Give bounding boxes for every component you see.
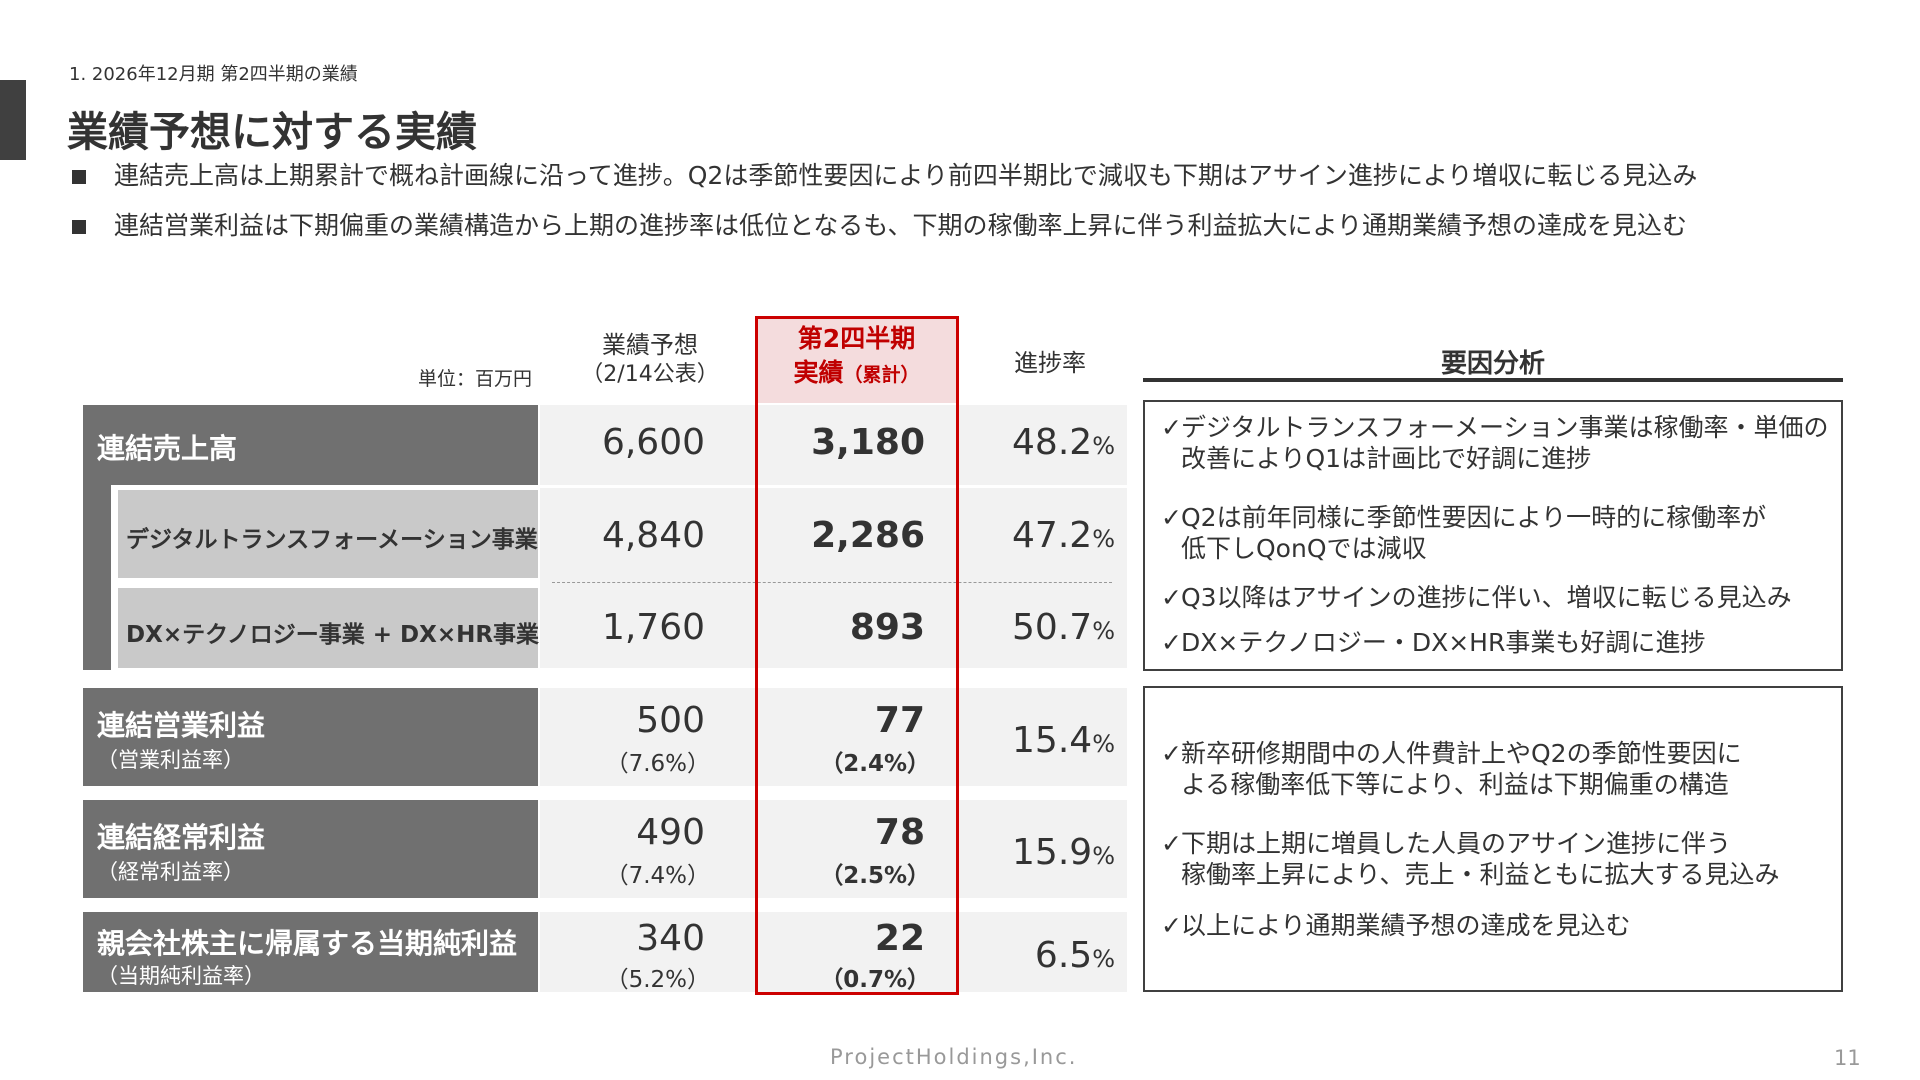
row-label-ordinary-profit: 連結経常利益 （経常利益率） — [83, 800, 538, 898]
forecast-margin: （7.4%） — [605, 863, 710, 889]
footer-company-name: ProjectHoldings,Inc. — [830, 1045, 1078, 1069]
actual-value: 77 — [874, 700, 925, 741]
revenue-analysis-box: ✓デジタルトランスフォーメーション事業は稼働率・単価の 改善によりQ1は計画比で… — [1143, 400, 1843, 671]
analysis-title-underline — [1143, 378, 1843, 382]
row-divider — [552, 582, 1112, 583]
page-number: 11 — [1834, 1046, 1861, 1070]
check-icon: ✓ — [1161, 739, 1182, 768]
actual-value: 893 — [849, 607, 925, 648]
bullet-item: 連結売上高は上期累計で概ね計画線に沿って進捗。Q2は季節性要因により前四半期比で… — [69, 160, 1869, 210]
actual-margin: （0.7%） — [820, 967, 930, 993]
col-header-forecast: 業績予想 （2/14公表） — [581, 331, 719, 387]
progress-rate: 47.2% — [1012, 515, 1115, 556]
forecast-value: 4,840 — [601, 515, 705, 556]
progress-rate: 15.4% — [1012, 720, 1115, 761]
check-icon: ✓ — [1161, 413, 1182, 442]
actual-value: 3,180 — [811, 422, 925, 463]
row-background — [540, 405, 1127, 485]
row-background — [540, 912, 1127, 992]
unit-label: 単位：百万円 — [417, 368, 532, 390]
row-background — [540, 488, 1127, 668]
square-bullet-icon — [72, 170, 86, 184]
analysis-title: 要因分析 — [1440, 349, 1545, 379]
row-label-revenue: 連結売上高 — [83, 405, 538, 485]
check-icon: ✓ — [1161, 628, 1182, 657]
bullet-item: 連結営業利益は下期偏重の業績構造から上期の進捗率は低位となるも、下期の稼働率上昇… — [69, 210, 1869, 260]
title-accent-bar — [0, 80, 26, 160]
forecast-value: 500 — [636, 700, 705, 741]
col-header-actual: 第2四半期 実績（累計） — [793, 324, 920, 387]
check-icon: ✓ — [1161, 583, 1182, 612]
progress-rate: 48.2% — [1012, 422, 1115, 463]
progress-rate: 50.7% — [1012, 607, 1115, 648]
actual-margin: （2.5%） — [820, 863, 930, 889]
row-background — [540, 800, 1127, 898]
analysis-point: ✓Q3以降はアサインの進捗に伴い、増収に転じる見込み — [1161, 583, 1792, 612]
row-label-net-income: 親会社株主に帰属する当期純利益 （当期純利益率） — [83, 912, 538, 992]
row-label-tech-hr-business: DX×テクノロジー事業 + DX×HR事業 — [118, 588, 539, 668]
analysis-point: ✓以上により通期業績予想の達成を見込む — [1161, 911, 1631, 940]
check-icon: ✓ — [1161, 829, 1182, 858]
row-label-operating-profit: 連結営業利益 （営業利益率） — [83, 688, 538, 786]
forecast-value: 490 — [636, 812, 705, 853]
row-label-dx-business: デジタルトランスフォーメーション事業 — [118, 490, 538, 578]
forecast-value: 6,600 — [601, 422, 705, 463]
analysis-point: ✓Q2は前年同様に季節性要因により一時的に稼働率が 低下しQonQでは減収 — [1161, 503, 1767, 563]
col-header-progress: 進捗率 — [1014, 349, 1086, 377]
profit-analysis-box: ✓新卒研修期間中の人件費計上やQ2の季節性要因に よる稼働率低下等により、利益は… — [1143, 686, 1843, 992]
actual-value: 2,286 — [811, 515, 925, 556]
analysis-point: ✓下期は上期に増員した人員のアサイン進捗に伴う 稼働率上昇により、売上・利益とも… — [1161, 829, 1780, 889]
forecast-margin: （7.6%） — [605, 751, 710, 777]
square-bullet-icon — [72, 220, 86, 234]
actual-value: 22 — [874, 918, 925, 959]
forecast-value: 1,760 — [601, 607, 705, 648]
summary-bullets: 連結売上高は上期累計で概ね計画線に沿って進捗。Q2は季節性要因により前四半期比で… — [69, 160, 1869, 260]
progress-rate: 6.5% — [1034, 935, 1115, 976]
check-icon: ✓ — [1161, 503, 1182, 532]
actual-header-background — [756, 317, 957, 403]
analysis-point: ✓デジタルトランスフォーメーション事業は稼働率・単価の 改善によりQ1は計画比で… — [1161, 413, 1829, 473]
forecast-margin: （5.2%） — [605, 967, 710, 993]
analysis-point: ✓新卒研修期間中の人件費計上やQ2の季節性要因に よる稼働率低下等により、利益は… — [1161, 739, 1742, 799]
analysis-point: ✓DX×テクノロジー・DX×HR事業も好調に進捗 — [1161, 628, 1706, 657]
row-background — [540, 688, 1127, 786]
progress-rate: 15.9% — [1012, 832, 1115, 873]
forecast-value: 340 — [636, 918, 705, 959]
actual-margin: （2.4%） — [820, 751, 930, 777]
section-label: 1. 2026年12月期 第2四半期の業績 — [69, 64, 358, 85]
check-icon: ✓ — [1161, 911, 1182, 940]
tree-connector — [83, 485, 111, 670]
actual-value: 78 — [874, 812, 925, 853]
page-title: 業績予想に対する実績 — [67, 108, 477, 156]
